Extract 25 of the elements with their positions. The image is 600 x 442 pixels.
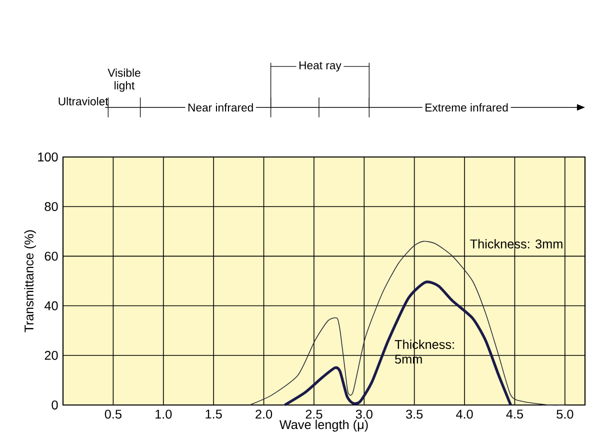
y-tick-label: 20 bbox=[44, 350, 58, 360]
x-axis-title: Wave length (μ) bbox=[279, 420, 368, 432]
text: Visible light bbox=[108, 68, 140, 92]
x-tick-label: 5.0 bbox=[556, 410, 574, 419]
y-axis-title: Transmittance (%) bbox=[24, 230, 36, 332]
y-tick-label: 60 bbox=[44, 252, 58, 261]
text: Heat ray bbox=[299, 61, 342, 72]
x-tick-label: 2.5 bbox=[306, 410, 322, 419]
x-tick-label: 4.5 bbox=[506, 410, 524, 419]
line-series bbox=[249, 240, 566, 406]
x-tick-label: 2.0 bbox=[256, 410, 272, 419]
x-tick-label: 1.5 bbox=[206, 410, 222, 419]
text: Ultraviolet bbox=[58, 97, 108, 106]
text: Extreme infrared bbox=[426, 103, 508, 112]
x-tick-label: 1.0 bbox=[156, 410, 172, 419]
y-tick-label: 40 bbox=[44, 301, 58, 310]
line-series bbox=[284, 280, 512, 406]
y-tick-label: 80 bbox=[44, 202, 58, 212]
text: Near infrared bbox=[188, 103, 253, 112]
y-tick-label: 0 bbox=[52, 400, 58, 410]
x-tick-label: 3.0 bbox=[356, 410, 372, 419]
y-tick-label: 100 bbox=[38, 152, 58, 162]
x-tick-label: 0.5 bbox=[104, 410, 122, 419]
x-tick-label: 4.0 bbox=[456, 410, 473, 419]
x-tick-label: 3.5 bbox=[406, 410, 423, 419]
